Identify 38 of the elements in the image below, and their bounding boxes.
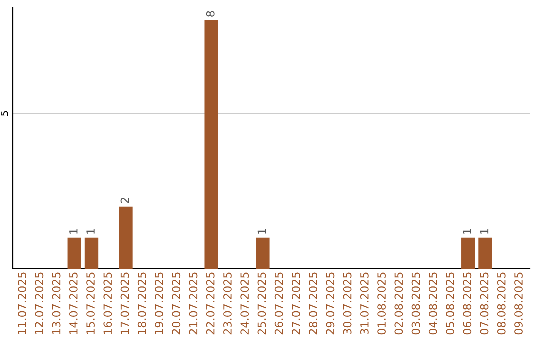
- x-tick-label: 03.08.2025: [412, 272, 420, 335]
- x-tick-label: 12.07.2025: [35, 272, 44, 334]
- data-label: 1: [70, 229, 78, 234]
- data-label: 2: [120, 198, 130, 204]
- x-tick-label: 16.07.2025: [104, 272, 112, 334]
- data-label: 1: [86, 229, 95, 234]
- x-tick-label: 09.08.2025: [514, 272, 523, 335]
- y-tick-label: 5: [1, 111, 8, 116]
- x-tick-label: 25.07.2025: [258, 272, 266, 335]
- x-tick-label: 13.07.2025: [52, 272, 61, 334]
- x-tick-label: 14.07.2025: [69, 272, 78, 334]
- x-tick-label: 11.07.2025: [18, 272, 26, 334]
- x-tick-label: 07.08.2025: [480, 272, 489, 335]
- x-tick-label: 18.07.2025: [138, 272, 146, 334]
- x-tick-label: 22.07.2025: [206, 272, 215, 335]
- x-tick-label: 21.07.2025: [189, 272, 198, 335]
- data-label: 1: [480, 229, 489, 234]
- x-tick-label: 31.07.2025: [360, 272, 369, 335]
- x-tick-label: 30.07.2025: [343, 272, 352, 335]
- x-tick-label: 28.07.2025: [309, 272, 318, 335]
- x-tick-label: 04.08.2025: [428, 272, 438, 335]
- x-tick-label: 20.07.2025: [172, 272, 181, 335]
- x-tick-label: 23.07.2025: [224, 272, 232, 335]
- x-tick-label: 24.07.2025: [240, 272, 250, 335]
- x-tick-label: 27.07.2025: [292, 272, 300, 335]
- x-tick-label: 06.08.2025: [463, 272, 472, 335]
- data-label: 1: [258, 229, 266, 234]
- x-tick-label: 17.07.2025: [120, 272, 130, 334]
- x-tick-label: 02.08.2025: [394, 272, 404, 335]
- data-label: 8: [206, 11, 215, 17]
- data-label: 1: [463, 229, 472, 234]
- x-tick-label: 05.08.2025: [446, 272, 454, 335]
- x-tick-label: 01.08.2025: [378, 272, 386, 335]
- x-tick-label: 26.07.2025: [274, 272, 284, 335]
- x-tick-label: 08.08.2025: [497, 272, 506, 335]
- x-tick-label: 15.07.2025: [86, 272, 95, 334]
- x-tick-label: 19.07.2025: [155, 272, 164, 334]
- x-tick-label: 29.07.2025: [326, 272, 335, 335]
